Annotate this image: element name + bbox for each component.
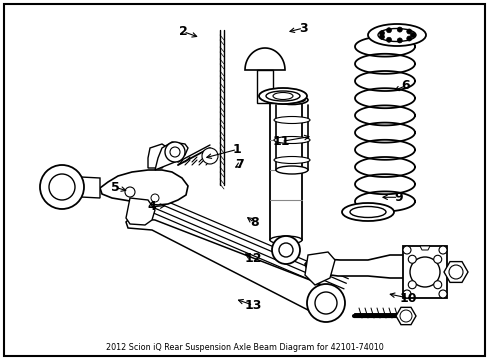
Text: 8: 8 <box>249 216 258 229</box>
Circle shape <box>379 35 384 39</box>
Circle shape <box>379 31 384 36</box>
Text: 9: 9 <box>393 191 402 204</box>
Ellipse shape <box>273 117 309 123</box>
Circle shape <box>271 236 299 264</box>
Ellipse shape <box>341 203 393 221</box>
Circle shape <box>402 246 410 254</box>
Circle shape <box>406 29 411 34</box>
Polygon shape <box>419 246 429 250</box>
Circle shape <box>202 148 218 164</box>
Ellipse shape <box>269 236 302 244</box>
Text: 11: 11 <box>272 135 289 148</box>
Text: 13: 13 <box>244 299 262 312</box>
Polygon shape <box>126 198 155 225</box>
Ellipse shape <box>273 157 309 163</box>
Circle shape <box>396 27 402 32</box>
Ellipse shape <box>259 88 306 104</box>
Circle shape <box>409 257 439 287</box>
Ellipse shape <box>265 90 305 100</box>
Polygon shape <box>155 142 187 170</box>
Circle shape <box>164 142 184 162</box>
Circle shape <box>314 292 336 314</box>
Circle shape <box>433 255 441 263</box>
Text: 12: 12 <box>244 252 262 265</box>
Circle shape <box>409 32 415 37</box>
Circle shape <box>279 243 292 257</box>
Text: 1: 1 <box>232 143 241 156</box>
Ellipse shape <box>275 95 307 104</box>
Circle shape <box>386 28 391 33</box>
Circle shape <box>438 290 446 298</box>
Circle shape <box>49 174 75 200</box>
Text: 2: 2 <box>179 25 187 38</box>
Ellipse shape <box>265 91 299 101</box>
Circle shape <box>170 147 180 157</box>
Circle shape <box>406 36 411 41</box>
Circle shape <box>399 310 411 322</box>
Circle shape <box>438 246 446 254</box>
Circle shape <box>407 281 415 289</box>
Ellipse shape <box>271 92 299 98</box>
Text: 7: 7 <box>235 158 244 171</box>
Circle shape <box>448 265 462 279</box>
Text: 2012 Scion iQ Rear Suspension Axle Beam Diagram for 42101-74010: 2012 Scion iQ Rear Suspension Axle Beam … <box>105 343 383 352</box>
Circle shape <box>402 290 410 298</box>
Polygon shape <box>395 307 415 325</box>
Polygon shape <box>62 176 100 198</box>
Polygon shape <box>244 48 285 70</box>
Circle shape <box>433 281 441 289</box>
Ellipse shape <box>377 28 415 41</box>
Ellipse shape <box>275 166 307 174</box>
Polygon shape <box>126 218 329 310</box>
Ellipse shape <box>269 96 302 104</box>
Polygon shape <box>402 246 446 298</box>
Ellipse shape <box>367 24 425 46</box>
Polygon shape <box>305 255 417 278</box>
Polygon shape <box>100 170 187 205</box>
Text: 5: 5 <box>110 181 119 194</box>
Circle shape <box>386 37 391 42</box>
Circle shape <box>151 194 159 202</box>
Ellipse shape <box>349 207 385 217</box>
Text: 4: 4 <box>147 201 156 213</box>
Circle shape <box>125 187 135 197</box>
Ellipse shape <box>279 98 305 103</box>
Text: 6: 6 <box>401 79 409 92</box>
Circle shape <box>40 165 84 209</box>
Ellipse shape <box>272 93 292 99</box>
Text: 3: 3 <box>298 22 307 35</box>
Ellipse shape <box>273 136 309 144</box>
Circle shape <box>306 284 345 322</box>
Polygon shape <box>305 252 334 285</box>
Polygon shape <box>443 262 467 282</box>
Circle shape <box>407 255 415 263</box>
Polygon shape <box>257 70 272 103</box>
Circle shape <box>396 38 402 43</box>
Polygon shape <box>148 144 170 168</box>
Text: 10: 10 <box>399 292 416 305</box>
